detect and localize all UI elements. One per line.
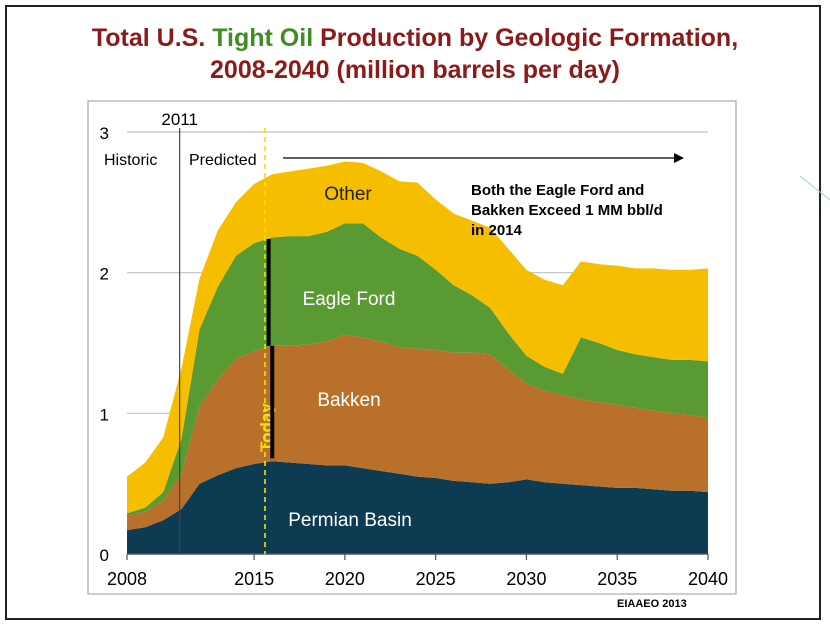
divider-year-label: 2011 (161, 110, 198, 129)
series-label-permian-basin: Permian Basin (288, 510, 412, 531)
series-label-other: Other (324, 184, 372, 205)
historic-label: Historic (104, 152, 157, 169)
arrow-head-icon (674, 153, 684, 163)
y-tick-label: 1 (100, 405, 109, 424)
predicted-label: Predicted (189, 152, 257, 169)
title-line2: 2008-2040 (million barrels per day) (210, 56, 620, 84)
note-line: Both the Eagle Ford and (471, 182, 644, 199)
marker-bar-eagle-ford (266, 238, 271, 346)
x-tick-label: 2035 (597, 569, 637, 589)
title-part3: Production by Geologic Formation, (313, 24, 739, 52)
series-label-bakken: Bakken (317, 390, 380, 411)
area-other (127, 161, 708, 514)
plot-border (87, 100, 737, 595)
title-highlight: Tight Oil (212, 24, 314, 52)
x-tick-label: 2030 (506, 569, 546, 589)
x-tick-label: 2015 (234, 569, 274, 589)
x-tick-label: 2008 (107, 569, 147, 589)
chart-title: Total U.S. Tight Oil Production by Geolo… (0, 22, 830, 86)
series-label-eagle-ford: Eagle Ford (303, 289, 396, 310)
y-tick-label: 0 (100, 546, 109, 565)
source-label: EIAAEO 2013 (617, 598, 687, 610)
decorative-line (799, 175, 830, 201)
area-permian-basin (127, 461, 708, 554)
x-tick-label: 2025 (416, 569, 456, 589)
axes: 0 1 2 3 2008 2015 2020 2025 2030 2035 2040 (100, 124, 728, 589)
x-tick-label: 2040 (688, 569, 728, 589)
marker-bar-bakken (270, 345, 275, 459)
title-part1: Total U.S. (91, 24, 213, 52)
area-eagle-ford (127, 223, 708, 516)
y-tick-label: 3 (100, 124, 109, 143)
note-line: Bakken Exceed 1 MM bbl/d (471, 202, 663, 219)
x-tick-label: 2020 (325, 569, 365, 589)
y-tick-label: 2 (100, 265, 109, 284)
area-series (127, 161, 708, 554)
note-line: in 2014 (471, 222, 523, 239)
